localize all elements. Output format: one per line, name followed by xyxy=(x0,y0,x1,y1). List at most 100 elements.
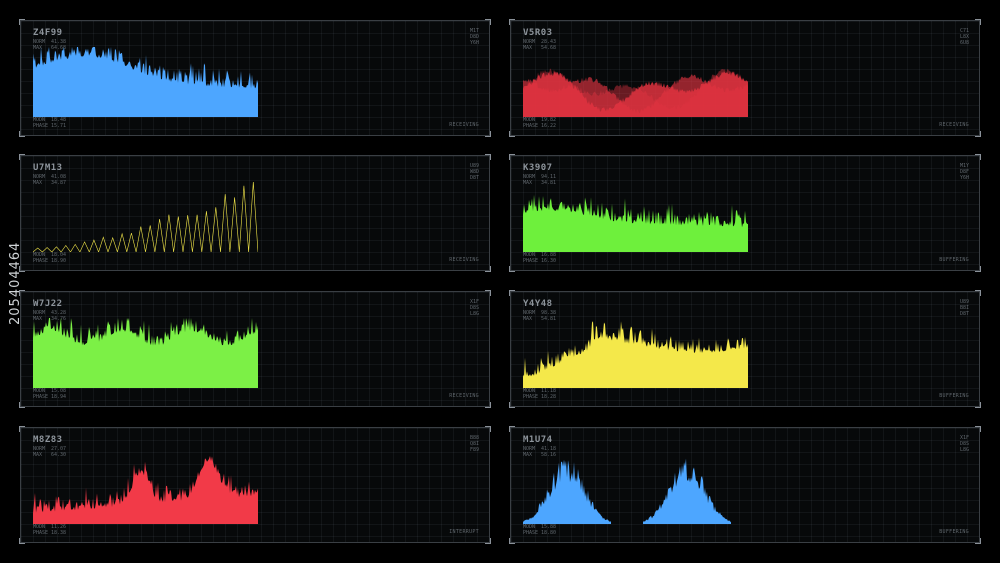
signal-panel: Y4Y48 NORM 98.38 MAX 54.81 U89 B8I D8T MODN 11.18… xyxy=(509,290,981,408)
meta-label: MAX xyxy=(33,180,43,186)
meta-label: MAX xyxy=(523,452,533,458)
code: L8X xyxy=(959,34,969,40)
status-label: BUFFERING xyxy=(939,393,969,399)
signal-id: U7M13 xyxy=(33,163,63,173)
status-label: BUFFERING xyxy=(939,529,969,535)
waveform-trace xyxy=(33,181,258,252)
waveform xyxy=(523,68,748,117)
foot-label: PHASE xyxy=(523,530,539,536)
corner-mark xyxy=(485,402,491,408)
signal-codes: X1F D8S L8G xyxy=(470,299,479,317)
signal-meta: NORM 98.38 MAX 54.81 xyxy=(523,310,559,322)
code: U89 xyxy=(959,299,969,305)
meta-label: NORM xyxy=(523,446,536,452)
code: X1F xyxy=(959,435,969,441)
stock-id-watermark: 205404464 xyxy=(8,241,23,325)
foot-label: PHASE xyxy=(523,258,539,264)
meta-label: NORM xyxy=(33,39,46,45)
signal-id: Z4F99 xyxy=(33,28,63,38)
foot-label: PHASE xyxy=(523,394,539,400)
foot-value: 16.88 xyxy=(541,252,557,258)
meta-value: 41.18 xyxy=(541,446,557,452)
waveform xyxy=(523,321,748,388)
foot-value: 18.48 xyxy=(51,117,67,123)
meta-value: 27.07 xyxy=(51,446,67,452)
signal-footer: MODN 18.04 PHASE 18.90 xyxy=(33,252,69,264)
code: W8D xyxy=(469,169,479,175)
corner-mark xyxy=(19,402,25,408)
waveform-trace xyxy=(33,47,258,117)
waveform-trace xyxy=(523,321,748,388)
meta-label: NORM xyxy=(523,310,536,316)
corner-mark xyxy=(485,426,491,432)
status-label: RECEIVING xyxy=(449,122,479,128)
code: Q8I xyxy=(469,441,479,447)
meta-label: MAX xyxy=(523,316,533,322)
waveform-trace xyxy=(33,456,258,524)
corner-mark xyxy=(19,154,25,160)
foot-label: MODN xyxy=(523,388,536,394)
signal-codes: M1T D8D Y6H xyxy=(470,28,479,46)
corner-mark xyxy=(975,290,981,296)
code: B88 xyxy=(469,435,479,441)
corner-mark xyxy=(485,154,491,160)
waveform-trace xyxy=(523,459,611,524)
corner-mark xyxy=(485,131,491,137)
status-label: BUFFERING xyxy=(939,257,969,263)
signal-meta: NORM 41.18 MAX 58.16 xyxy=(523,446,559,458)
corner-mark xyxy=(975,538,981,544)
waveform xyxy=(523,458,731,524)
foot-label: PHASE xyxy=(33,258,49,264)
corner-mark xyxy=(509,131,515,137)
code: M1Y xyxy=(959,163,969,169)
corner-mark xyxy=(975,131,981,137)
waveform-trace xyxy=(643,458,731,524)
code: D8S xyxy=(959,441,969,447)
meta-value: 34.87 xyxy=(51,180,67,186)
signal-footer: MODN 11.18 PHASE 18.28 xyxy=(523,388,559,400)
meta-value: 58.16 xyxy=(541,452,557,458)
signal-footer: MODN 19.82 PHASE 16.22 xyxy=(523,117,559,129)
signal-footer: MODN 16.88 PHASE 16.30 xyxy=(523,252,559,264)
status-label: RECEIVING xyxy=(449,393,479,399)
foot-label: PHASE xyxy=(523,123,539,129)
corner-mark xyxy=(509,266,515,272)
code: D8F xyxy=(959,169,969,175)
foot-value: 18.94 xyxy=(51,394,67,400)
signal-id: K3907 xyxy=(523,163,553,173)
code: M1T xyxy=(469,28,479,34)
foot-label: MODN xyxy=(33,388,46,394)
meta-value: 54.81 xyxy=(541,316,557,322)
foot-value: 18.90 xyxy=(51,258,67,264)
status-label: RECEIVING xyxy=(449,257,479,263)
code: F89 xyxy=(469,447,479,453)
corner-mark xyxy=(975,402,981,408)
signal-panel: U7M13 NORM 41.08 MAX 34.87 U89 W8D D8T MODN 18.04… xyxy=(19,154,491,272)
meta-label: NORM xyxy=(33,446,46,452)
meta-value: 54.68 xyxy=(541,45,557,51)
foot-label: PHASE xyxy=(33,530,49,536)
code: L8G xyxy=(469,311,479,317)
waveform-trace xyxy=(523,194,748,252)
foot-value: 16.22 xyxy=(541,123,557,129)
meta-label: MAX xyxy=(33,316,43,322)
meta-value: 41.38 xyxy=(51,39,67,45)
foot-value: 18.28 xyxy=(541,394,557,400)
code: X1F xyxy=(469,299,479,305)
foot-label: MODN xyxy=(523,117,536,123)
corner-mark xyxy=(975,154,981,160)
code: Y6H xyxy=(959,175,969,181)
meta-value: 34.81 xyxy=(541,180,557,186)
signal-meta: NORM 41.08 MAX 34.87 xyxy=(33,174,69,186)
code: B8I xyxy=(959,305,969,311)
code: D8T xyxy=(959,311,969,317)
foot-label: MODN xyxy=(523,524,536,530)
signal-panel: M1U74 NORM 41.18 MAX 58.16 X1F D8S L8G MODN 15.88… xyxy=(509,426,981,544)
signal-footer: MODN 18.48 PHASE 15.71 xyxy=(33,117,69,129)
waveform xyxy=(33,318,258,388)
signal-panel: W7J22 NORM 43.28 MAX 34.76 X1F D8S L8G MODN 15.08… xyxy=(19,290,491,408)
meta-value: 94.11 xyxy=(541,174,557,180)
signal-panel: Z4F99 NORM 41.38 MAX 64.68 M1T D8D Y6H MODN 18.48… xyxy=(19,19,491,137)
foot-label: MODN xyxy=(33,117,46,123)
signal-codes: X1F D8S L8G xyxy=(960,435,969,453)
